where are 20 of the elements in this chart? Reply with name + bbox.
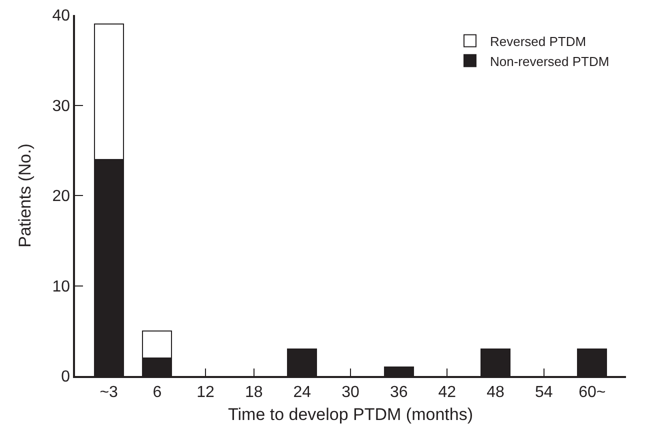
- x-tick-label: 48: [486, 384, 504, 401]
- x-tick-label: 18: [244, 384, 263, 401]
- x-tick-label: 30: [342, 384, 360, 401]
- x-tick-label: 24: [293, 384, 312, 401]
- y-axis-title: Patients (No.): [16, 144, 34, 248]
- legend-label: Reversed PTDM: [490, 34, 586, 49]
- x-tick-label: 36: [390, 384, 408, 401]
- y-tick-label: 0: [61, 368, 70, 386]
- x-tick-label: 12: [196, 384, 214, 401]
- x-tick-label: 54: [534, 384, 553, 401]
- legend-label: Non-reversed PTDM: [490, 54, 610, 69]
- y-tick-label: 30: [52, 98, 70, 115]
- x-tick-label: 60~: [578, 384, 606, 401]
- y-tick-label: 40: [52, 8, 70, 25]
- y-tick-label: 10: [52, 278, 70, 296]
- x-tick-label: ~3: [100, 384, 118, 401]
- x-axis-title: Time to develop PTDM (months): [228, 404, 473, 424]
- y-tick-label: 20: [52, 188, 70, 206]
- x-tick-label: 42: [438, 384, 456, 401]
- x-tick-label: 6: [152, 384, 162, 401]
